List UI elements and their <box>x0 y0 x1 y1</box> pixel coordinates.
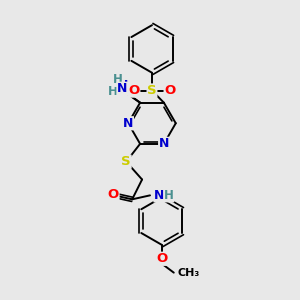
Text: N: N <box>154 189 164 202</box>
Text: H: H <box>107 85 117 98</box>
Text: O: O <box>128 84 140 97</box>
Text: H: H <box>164 189 174 202</box>
Text: O: O <box>164 84 176 97</box>
Text: N: N <box>117 82 128 95</box>
Text: S: S <box>122 155 131 168</box>
Text: N: N <box>159 137 169 150</box>
Text: O: O <box>156 252 167 265</box>
Text: N: N <box>118 79 128 92</box>
Text: H: H <box>113 74 123 86</box>
Text: S: S <box>147 84 157 97</box>
Text: CH₃: CH₃ <box>178 268 200 278</box>
Text: N: N <box>123 117 134 130</box>
Text: O: O <box>108 188 119 201</box>
